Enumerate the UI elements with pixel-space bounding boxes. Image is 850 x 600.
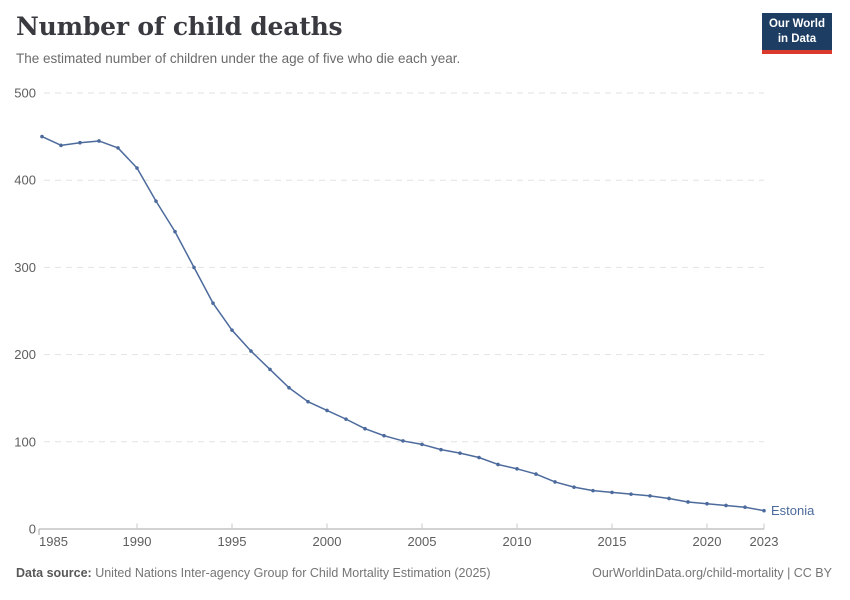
svg-text:2023: 2023 xyxy=(750,534,779,549)
data-source-note: Data source: United Nations Inter-agency… xyxy=(16,566,491,580)
svg-text:2010: 2010 xyxy=(503,534,532,549)
chart-footer: Data source: United Nations Inter-agency… xyxy=(16,566,832,580)
svg-text:100: 100 xyxy=(14,434,36,449)
owid-url-license[interactable]: OurWorldinData.org/child-mortality | CC … xyxy=(592,566,832,580)
svg-text:1990: 1990 xyxy=(123,534,152,549)
page-title: Number of child deaths xyxy=(16,12,343,41)
svg-text:2015: 2015 xyxy=(598,534,627,549)
svg-text:0: 0 xyxy=(29,522,36,537)
owid-logo: Our World in Data xyxy=(761,13,832,54)
svg-text:400: 400 xyxy=(14,173,36,188)
owid-logo-line2: in Data xyxy=(777,32,817,45)
svg-text:2005: 2005 xyxy=(408,534,437,549)
data-source-text: United Nations Inter-agency Group for Ch… xyxy=(91,566,491,580)
chart-subtitle: The estimated number of children under t… xyxy=(16,51,461,66)
data-source-label: Data source: xyxy=(16,566,92,580)
svg-text:2020: 2020 xyxy=(693,534,722,549)
svg-text:2000: 2000 xyxy=(313,534,342,549)
svg-text:500: 500 xyxy=(14,86,36,101)
svg-text:1995: 1995 xyxy=(218,534,247,549)
svg-text:300: 300 xyxy=(14,260,36,275)
svg-text:200: 200 xyxy=(14,347,36,362)
owid-logo-line1: Our World xyxy=(768,18,825,30)
svg-text:Estonia: Estonia xyxy=(771,503,815,518)
svg-text:1985: 1985 xyxy=(39,534,68,549)
